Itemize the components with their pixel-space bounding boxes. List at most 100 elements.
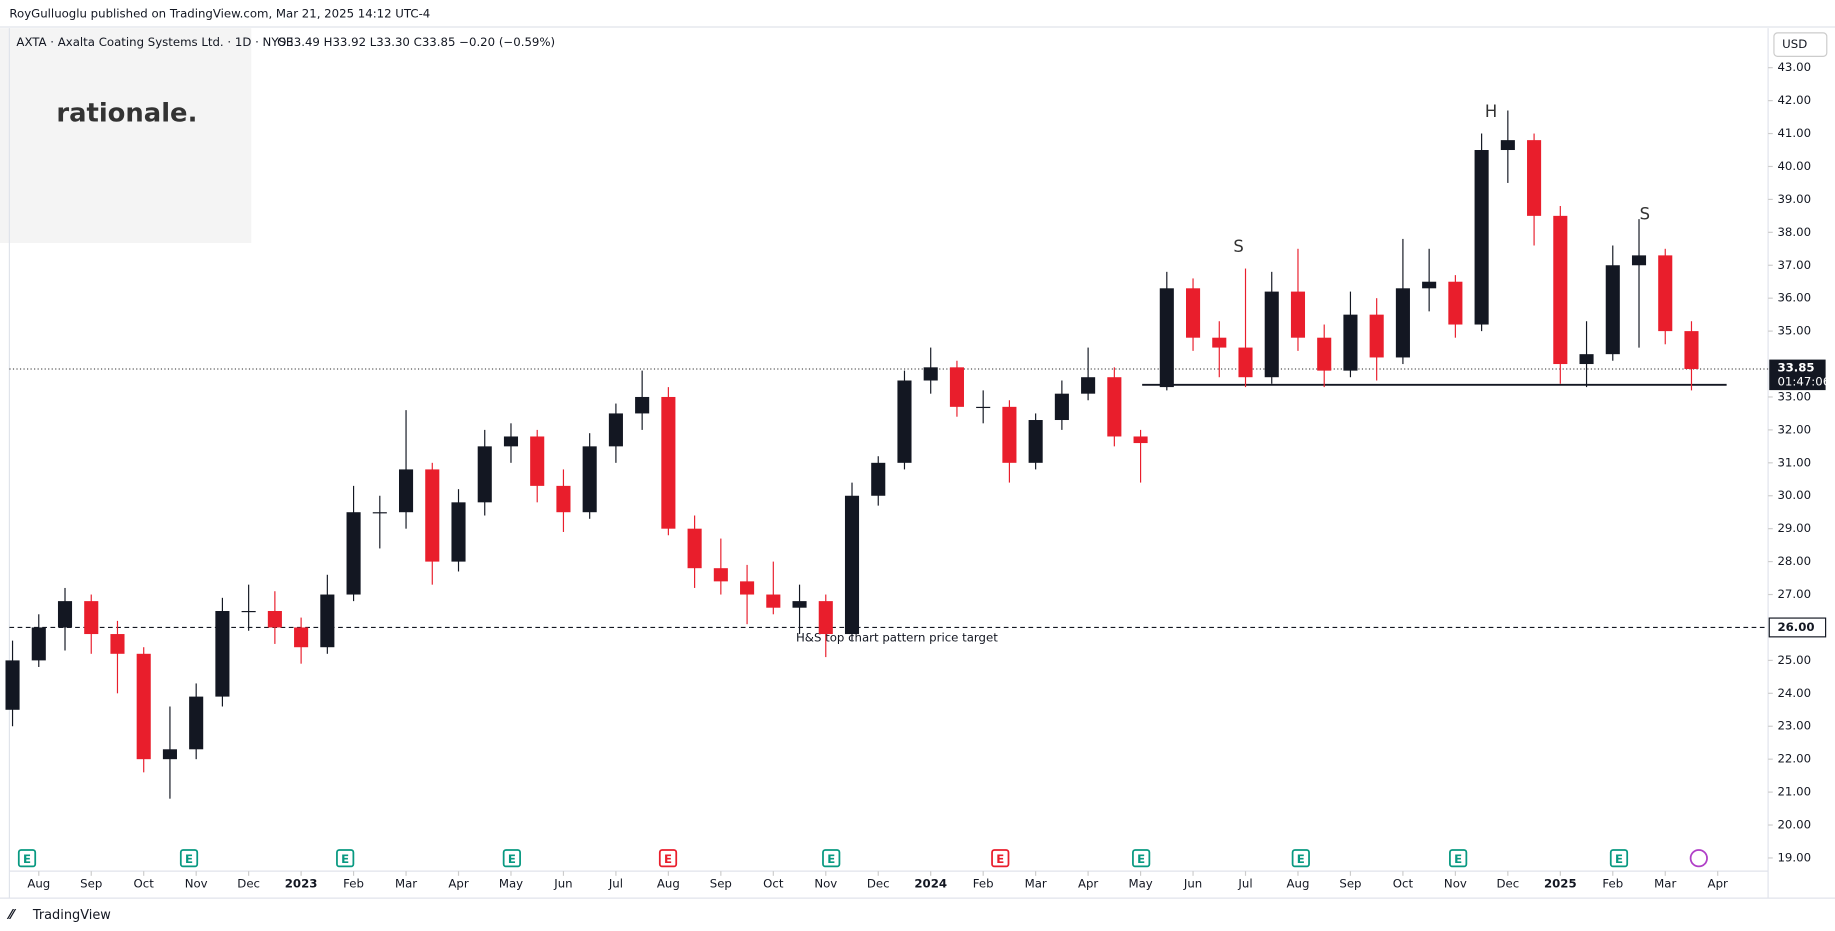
earnings-letter: E — [23, 852, 31, 866]
earnings-icon — [1291, 849, 1310, 868]
y-tick-label: 40.00 — [1777, 159, 1811, 173]
candle-body — [136, 653, 151, 760]
y-tick-label: 21.00 — [1777, 785, 1811, 799]
earnings-icon — [336, 849, 355, 868]
candle-body — [1553, 215, 1568, 365]
earnings-icon — [658, 849, 678, 868]
x-tick-label: Feb — [973, 877, 994, 891]
candle-body — [84, 601, 99, 635]
candle-body — [1290, 291, 1306, 338]
candle-body — [635, 396, 650, 414]
x-tick-label: Apr — [1708, 877, 1728, 891]
candle-body — [740, 581, 755, 595]
x-tick-label: Aug — [27, 877, 50, 891]
x-tick-label: Apr — [448, 877, 468, 891]
y-tick-label: 30.00 — [1777, 488, 1811, 502]
candle-body — [1343, 314, 1358, 371]
candle-body — [661, 396, 676, 529]
candle-body — [267, 610, 282, 628]
candle-body — [1448, 281, 1463, 325]
y-tick-label: 28.00 — [1777, 554, 1811, 568]
x-tick-label: Oct — [1393, 877, 1414, 891]
candle-body — [5, 660, 20, 710]
candle-body — [818, 601, 833, 635]
y-tick-label: 41.00 — [1777, 126, 1811, 140]
earnings-icon — [1609, 849, 1629, 868]
y-tick-label: 27.00 — [1777, 587, 1811, 601]
x-tick-label: 2024 — [914, 877, 947, 891]
candle-body — [582, 446, 597, 513]
candle-body — [241, 610, 256, 613]
candle-body — [1264, 291, 1279, 378]
candle-body — [425, 469, 440, 562]
earnings-icon — [17, 849, 37, 868]
candle-body — [294, 627, 309, 648]
earnings-icon — [822, 849, 841, 868]
candle-body — [1054, 393, 1069, 421]
candle-body — [1185, 288, 1201, 338]
candle-body — [713, 568, 728, 582]
countdown: 01:47:06 — [1777, 374, 1830, 388]
y-tick-label: 33.00 — [1777, 389, 1811, 403]
last-price-tag — [1769, 359, 1826, 391]
candle-body — [1527, 140, 1542, 216]
x-tick-label: May — [1128, 877, 1152, 891]
x-tick-label: Mar — [1654, 877, 1676, 891]
candle-body — [1133, 436, 1148, 444]
x-tick-label: Aug — [1287, 877, 1310, 891]
candle-body — [1658, 255, 1673, 332]
candle-body — [215, 610, 230, 697]
earnings-letter: E — [1615, 852, 1623, 866]
candle-body — [556, 485, 571, 513]
earnings-letter: E — [185, 852, 193, 866]
candle-body — [1684, 331, 1699, 369]
candle-body — [398, 469, 414, 513]
target-label: 26.00 — [1777, 620, 1814, 634]
logo-panel — [0, 28, 252, 244]
pattern-label: S — [1640, 204, 1650, 223]
brand: TradingView — [32, 908, 111, 923]
candle-body — [1317, 337, 1332, 371]
earnings-icon — [179, 849, 199, 868]
dividend-icon — [1689, 849, 1708, 868]
candle-body — [1107, 377, 1122, 437]
x-tick-label: Sep — [80, 877, 102, 891]
symbol: AXTA · Axalta Coating Systems Ltd. · 1D … — [16, 35, 293, 49]
earnings-icon — [502, 849, 521, 868]
candle-body — [477, 446, 492, 503]
x-tick-label: Jun — [1183, 877, 1202, 891]
y-tick-label: 29.00 — [1777, 521, 1811, 535]
last-price-label: 33.85 — [1777, 360, 1814, 374]
earnings-icon — [1132, 849, 1151, 868]
earnings-letter: E — [1454, 852, 1462, 866]
y-tick-label: 32.00 — [1777, 422, 1811, 436]
x-tick-label: Apr — [1078, 877, 1098, 891]
candle-body — [608, 413, 623, 447]
earnings-icon — [1449, 849, 1468, 868]
candle-body — [1369, 314, 1384, 358]
candle-body — [923, 367, 938, 381]
earnings-icon — [991, 849, 1010, 868]
currency-box — [1773, 32, 1828, 57]
pattern-label: H — [1485, 102, 1497, 121]
x-tick-label: Oct — [763, 877, 784, 891]
candle-body — [1028, 420, 1043, 463]
x-tick-label: Mar — [395, 877, 417, 891]
y-tick-label: 23.00 — [1777, 719, 1811, 733]
x-tick-label: Dec — [237, 877, 260, 891]
candle-body — [871, 462, 886, 496]
candle-body — [57, 601, 73, 628]
candle-body — [110, 634, 125, 654]
publisher: RoyGulluoglu published on TradingView.co… — [9, 7, 430, 21]
x-tick-label: 2025 — [1544, 877, 1577, 891]
candle-body — [451, 502, 466, 562]
y-tick-label: 22.00 — [1777, 752, 1811, 766]
y-tick-label: 35.00 — [1777, 324, 1811, 338]
candle-body — [792, 601, 807, 608]
candle-body — [949, 367, 964, 407]
candle-body — [1474, 150, 1489, 325]
x-tick-label: Sep — [710, 877, 732, 891]
earnings-letter: E — [664, 852, 672, 866]
